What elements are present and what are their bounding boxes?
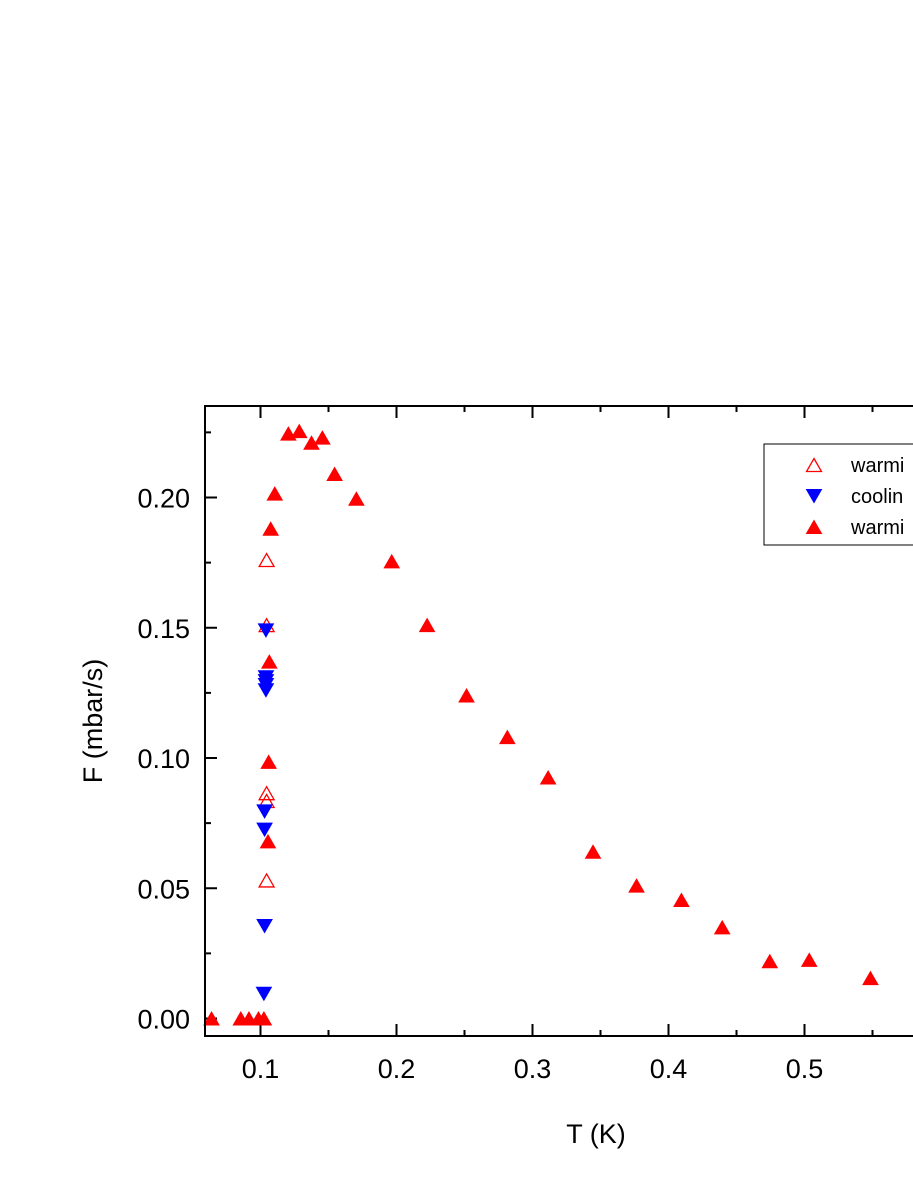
legend-label: warmi	[850, 455, 904, 477]
data-points	[203, 423, 879, 1026]
y-tick-label: 0.05	[137, 874, 190, 904]
data-point	[800, 952, 818, 967]
data-point	[713, 919, 731, 935]
data-point	[258, 872, 276, 888]
data-point	[256, 822, 273, 838]
legend: warmi coolin warmi	[763, 443, 913, 546]
data-point	[256, 804, 273, 819]
tick-labels: 0.1 0.2 0.3 0.4 0.5 0.00 0.05 0.10 0.15 0.20	[137, 484, 823, 1085]
data-point	[203, 1010, 220, 1026]
x-axis-title: T (K)	[566, 1119, 626, 1149]
data-point	[258, 785, 276, 801]
legend-marker	[805, 457, 823, 473]
y-tick-label: 0.20	[137, 484, 190, 514]
data-point	[539, 770, 557, 785]
legend-marker	[805, 489, 823, 504]
data-point	[326, 466, 343, 482]
data-point	[458, 687, 475, 703]
data-point	[257, 683, 275, 698]
data-point	[259, 833, 277, 849]
data-point	[761, 953, 779, 969]
data-point	[418, 617, 436, 633]
data-point	[314, 430, 331, 445]
data-point	[256, 919, 273, 934]
legend-label: warmi	[850, 517, 904, 539]
data-point	[584, 844, 602, 859]
data-point	[260, 754, 277, 769]
data-point	[258, 552, 276, 568]
x-tick-label: 0.3	[514, 1054, 552, 1084]
data-point	[261, 654, 278, 669]
data-point	[290, 423, 308, 439]
y-axis-title: F (mbar/s)	[78, 659, 108, 784]
data-point	[257, 623, 275, 638]
data-point	[862, 970, 879, 986]
legend-marker	[805, 519, 823, 534]
data-point	[383, 553, 401, 569]
x-tick-label: 0.2	[378, 1054, 416, 1084]
data-point	[255, 986, 273, 1002]
y-tick-label: 0.10	[137, 744, 190, 774]
legend-entries: warmi coolin warmi	[805, 455, 904, 539]
data-point	[673, 892, 690, 907]
x-tick-label: 0.1	[242, 1054, 280, 1084]
data-point	[628, 878, 645, 893]
data-point	[255, 1010, 273, 1026]
plot-frame	[204, 405, 913, 1037]
data-point	[262, 521, 280, 536]
data-point	[266, 486, 284, 501]
legend-box	[763, 443, 913, 546]
y-tick-label: 0.00	[137, 1005, 190, 1035]
legend-label: coolin	[851, 486, 903, 508]
y-tick-label: 0.15	[137, 614, 190, 644]
x-tick-label: 0.5	[786, 1054, 824, 1084]
data-point	[348, 491, 365, 506]
data-point	[499, 729, 516, 745]
x-tick-label: 0.4	[650, 1054, 688, 1084]
